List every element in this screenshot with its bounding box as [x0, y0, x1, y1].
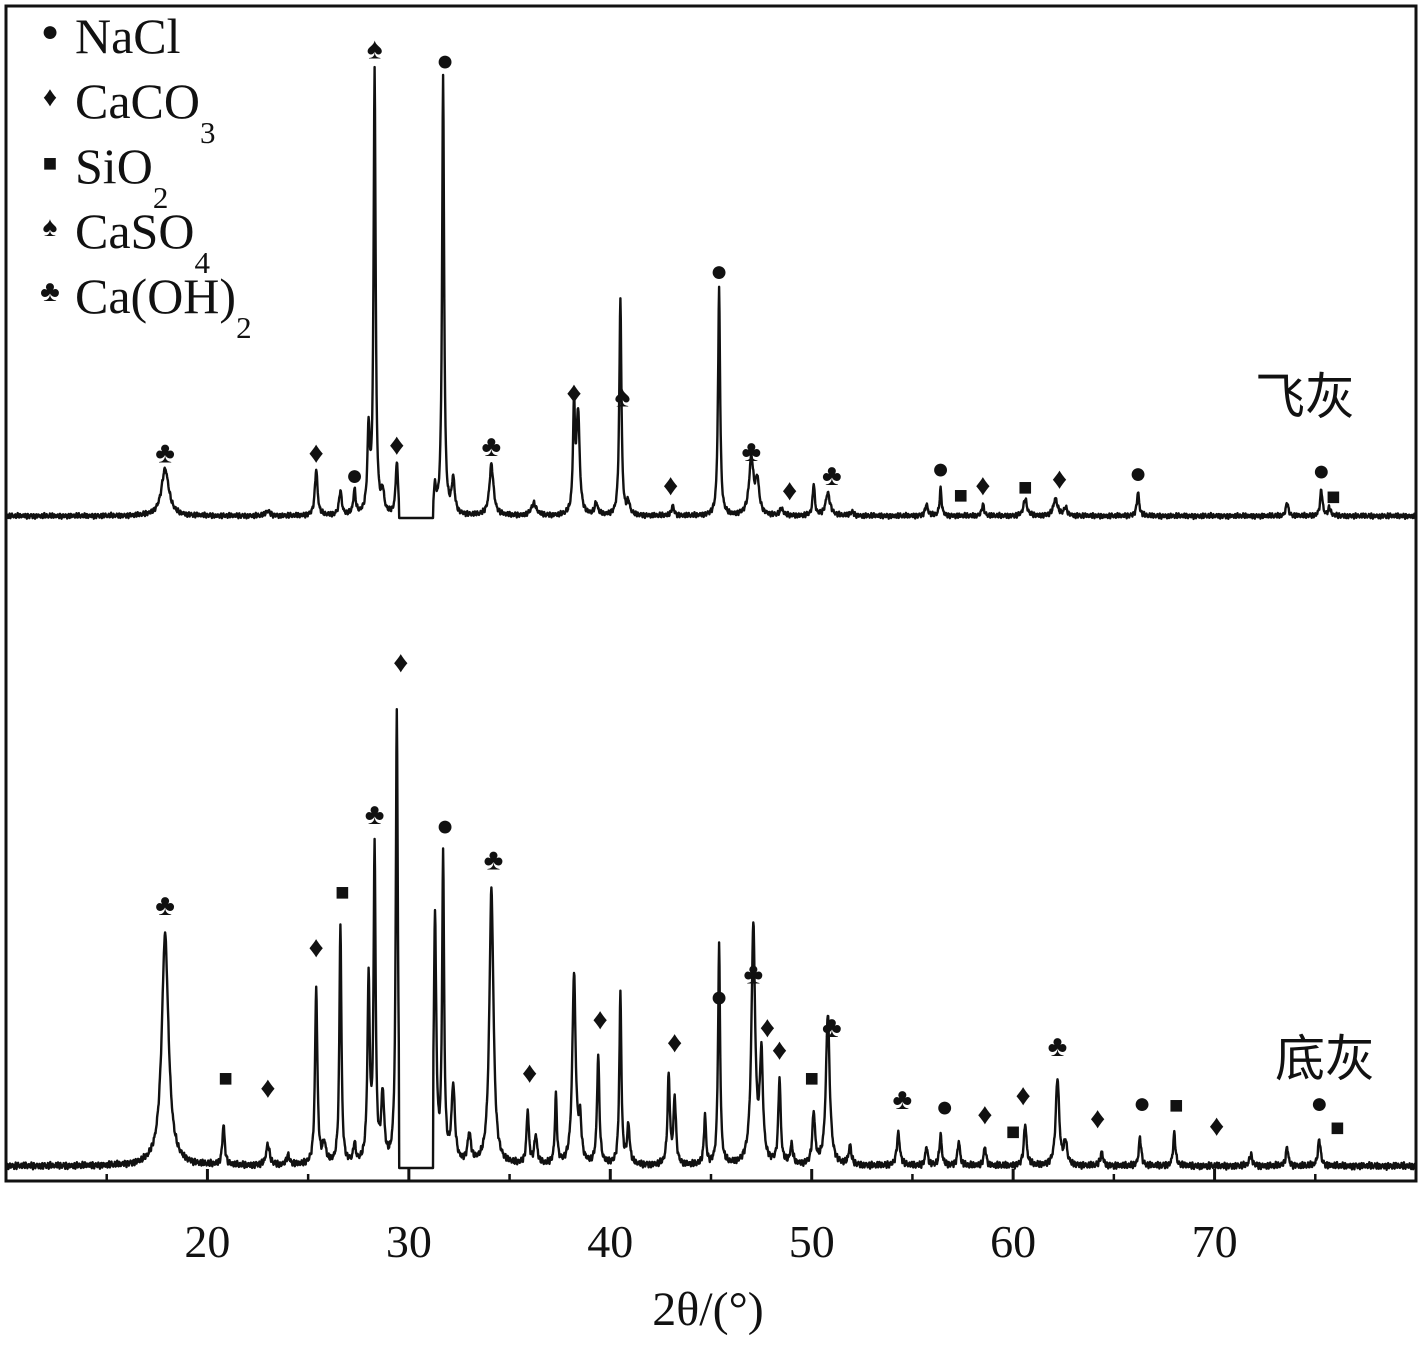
legend: ● NaCl ♦ CaCO3 ■ SiO2 ♠ CaSO4 ♣ Ca(OH)2 — [40, 8, 251, 345]
phase-marker-diamond: ♦ — [1016, 1079, 1031, 1112]
legend-symbol-club: ♣ — [40, 275, 60, 308]
legend-label: NaCl — [75, 8, 181, 64]
phase-marker-square: ■ — [335, 880, 350, 906]
phase-marker-circle: ● — [710, 255, 728, 288]
phase-marker-circle: ● — [436, 45, 454, 78]
xrd-series-1-line — [4, 65, 1417, 521]
phase-marker-square: ■ — [1018, 475, 1033, 501]
phase-marker-diamond: ♦ — [309, 931, 324, 964]
legend-entry: ■ SiO2 — [43, 138, 169, 215]
phase-marker-circle: ● — [436, 809, 454, 842]
phase-marker-club: ♣ — [482, 430, 502, 463]
series-label-bottom-ash: 底灰 — [1275, 1030, 1375, 1088]
phase-marker-circle: ● — [1310, 1087, 1328, 1120]
phase-marker-circle: ● — [932, 453, 950, 486]
phase-marker-diamond: ♦ — [260, 1072, 275, 1105]
x-axis-title: 2θ/(°) — [652, 1283, 764, 1336]
series-label-fly-ash: 飞灰 — [1255, 368, 1355, 426]
legend-symbol-spade: ♠ — [43, 212, 58, 243]
phase-marker-diamond: ♦ — [975, 469, 990, 502]
legend-symbol-square: ■ — [43, 151, 58, 177]
phase-marker-diamond: ♦ — [1209, 1110, 1224, 1143]
legend-symbol-circle: ● — [41, 15, 59, 48]
x-tick-label: 60 — [990, 1216, 1036, 1267]
phase-marker-club: ♣ — [1048, 1030, 1068, 1063]
phase-marker-diamond: ♦ — [393, 646, 408, 679]
legend-symbol-diamond: ♦ — [43, 82, 57, 113]
legend-label: SiO2 — [75, 138, 168, 215]
phase-marker-club: ♣ — [822, 1011, 842, 1044]
legend-entry: ♣ Ca(OH)2 — [40, 268, 251, 345]
marker-layer: ♣ ♦●♠♦●♣♦ ♠●♣♦ ♦ ♣ ●■ ♦ ■ ♦ ● ●■♣■ ♦♦■♣♦●♣♦♦♦●♣♦♦■♣… — [155, 32, 1344, 1145]
phase-marker-diamond: ♦ — [522, 1056, 537, 1089]
x-tick-label: 50 — [789, 1216, 835, 1267]
phase-marker-circle: ● — [1129, 457, 1147, 490]
phase-marker-club: ♣ — [743, 958, 763, 991]
xrd-series-2-line — [4, 708, 1418, 1171]
phase-marker-spade: ♠ — [367, 32, 383, 65]
phase-marker-square: ■ — [1330, 1116, 1345, 1142]
legend-entry: ♦ CaCO3 — [43, 73, 216, 150]
legend-entry: ♠ CaSO4 — [43, 203, 211, 280]
phase-marker-diamond: ♦ — [389, 428, 404, 461]
phase-marker-club: ♣ — [155, 437, 175, 470]
phase-marker-square: ■ — [1169, 1093, 1184, 1119]
phase-marker-diamond: ♦ — [782, 474, 797, 507]
phase-marker-circle: ● — [1312, 454, 1330, 487]
x-tick-label: 30 — [386, 1216, 432, 1267]
phase-marker-diamond: ♦ — [1052, 463, 1067, 496]
phase-marker-club: ♣ — [741, 435, 761, 468]
phase-marker-spade: ♠ — [614, 381, 630, 414]
legend-label: CaSO4 — [75, 203, 210, 280]
phase-marker-diamond: ♦ — [663, 469, 678, 502]
series-layer — [4, 65, 1418, 1171]
legend-label: Ca(OH)2 — [75, 268, 252, 345]
phase-marker-square: ■ — [1326, 485, 1341, 511]
phase-marker-club: ♣ — [822, 459, 842, 492]
phase-marker-club: ♣ — [155, 889, 175, 922]
phase-marker-square: ■ — [804, 1066, 819, 1092]
phase-marker-club: ♣ — [484, 844, 504, 877]
x-tick-label: 70 — [1192, 1216, 1238, 1267]
phase-marker-diamond: ♦ — [760, 1011, 775, 1044]
phase-marker-club: ♣ — [365, 798, 385, 831]
phase-marker-square: ■ — [218, 1066, 233, 1092]
phase-marker-diamond: ♦ — [309, 437, 324, 470]
phase-marker-diamond: ♦ — [667, 1026, 682, 1059]
x-tick-label: 40 — [587, 1216, 633, 1267]
legend-label: CaCO3 — [75, 73, 216, 150]
phase-marker-club: ♣ — [893, 1083, 913, 1116]
legend-entry: ● NaCl — [41, 8, 181, 64]
phase-marker-circle: ● — [345, 459, 363, 492]
phase-marker-circle: ● — [936, 1091, 954, 1124]
phase-marker-square: ■ — [1006, 1119, 1021, 1145]
phase-marker-diamond: ♦ — [593, 1003, 608, 1036]
phase-marker-diamond: ♦ — [566, 377, 581, 410]
phase-marker-square: ■ — [954, 483, 969, 509]
phase-marker-circle: ● — [710, 980, 728, 1013]
phase-marker-circle: ● — [1133, 1087, 1151, 1120]
x-tick-label: 20 — [184, 1216, 230, 1267]
phase-marker-diamond: ♦ — [977, 1098, 992, 1131]
phase-marker-diamond: ♦ — [1090, 1102, 1105, 1135]
phase-marker-diamond: ♦ — [772, 1034, 787, 1067]
x-axis: 20 30 40 50 60 70 — [105, 1169, 1317, 1267]
